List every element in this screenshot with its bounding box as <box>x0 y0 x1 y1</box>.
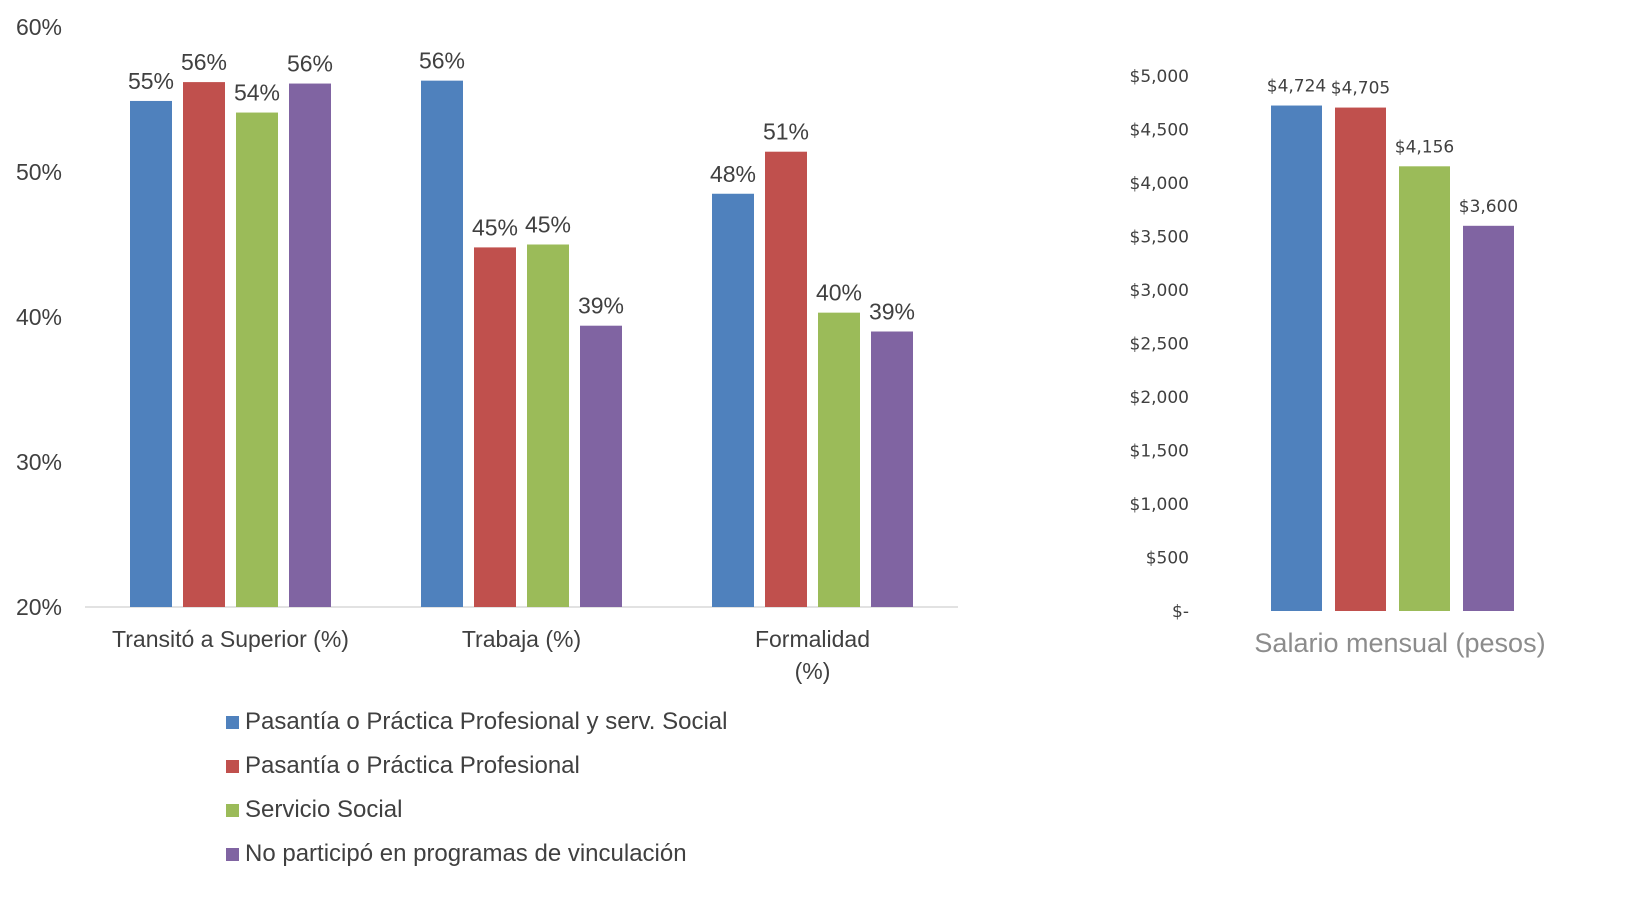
legend-item: Servicio Social <box>226 788 727 832</box>
bar <box>183 82 225 608</box>
y-tick-label: $500 <box>1146 549 1189 569</box>
y-tick-label: $2,000 <box>1130 388 1189 408</box>
x-tick-label: Transitó a Superior (%) <box>112 626 349 652</box>
y-tick-label: $3,500 <box>1130 228 1189 248</box>
data-label: 39% <box>578 293 624 319</box>
y-tick-label: 60% <box>16 14 62 40</box>
bar <box>765 151 807 607</box>
percent-bar-chart: 20% 30% 40% 50% 60% 55% 56% 54% 56% Transitó a Su… <box>16 14 958 684</box>
bar <box>236 112 278 608</box>
y-tick-label: 40% <box>16 304 62 330</box>
data-label: 45% <box>525 212 571 238</box>
data-label: 54% <box>234 80 280 106</box>
legend-label: No participó en programas de vinculación <box>245 840 687 867</box>
y-tick-label: $5,000 <box>1130 67 1189 87</box>
y-tick-label: $4,500 <box>1130 121 1189 141</box>
bar <box>130 100 172 607</box>
bar <box>1271 105 1322 612</box>
bar <box>421 80 463 607</box>
data-label: 48% <box>710 161 756 187</box>
salary-bar-chart: $- $500 $1,000 $1,500 $2,000 $2,500 $3,000 $3,5… <box>1130 67 1546 658</box>
y-tick-label: 50% <box>16 159 62 185</box>
y-tick-label: $3,000 <box>1130 281 1189 301</box>
legend-item: Pasantía o Práctica Profesional y serv. … <box>226 700 727 744</box>
y-tick-label: $1,500 <box>1130 442 1189 462</box>
bar <box>712 193 754 607</box>
y-tick-label: 30% <box>16 449 62 475</box>
bar <box>580 325 622 607</box>
y-tick-label: 20% <box>16 594 62 620</box>
legend-label: Pasantía o Práctica Profesional <box>245 752 580 779</box>
legend-item: No participó en programas de vinculación <box>226 832 727 876</box>
bar <box>1463 225 1514 612</box>
bar <box>474 247 516 607</box>
legend-swatch <box>226 847 239 861</box>
x-tick-label: Formalidad <box>755 626 870 652</box>
legend-swatch <box>226 759 239 773</box>
data-label: $4,705 <box>1331 79 1390 99</box>
data-label: 51% <box>763 119 809 145</box>
data-label: 56% <box>287 51 333 77</box>
bar <box>289 83 331 608</box>
data-label: 56% <box>419 48 465 74</box>
legend-swatch <box>226 715 239 729</box>
legend-label: Pasantía o Práctica Profesional y serv. … <box>245 708 728 735</box>
legend-label: Servicio Social <box>245 796 403 823</box>
x-tick-label: (%) <box>795 658 831 684</box>
y-tick-label: $1,000 <box>1130 495 1189 515</box>
data-label: 45% <box>472 214 518 240</box>
legend-item: Pasantía o Práctica Profesional <box>226 744 727 788</box>
data-label: 40% <box>816 280 862 306</box>
data-label: $4,724 <box>1267 77 1326 97</box>
data-label: $3,600 <box>1459 197 1518 217</box>
y-tick-label: $4,000 <box>1130 174 1189 194</box>
bar <box>1335 107 1386 611</box>
y-tick-label: $- <box>1172 602 1189 622</box>
bar <box>871 331 913 607</box>
bar <box>527 244 569 607</box>
y-tick-label: $2,500 <box>1130 335 1189 355</box>
legend-swatch <box>226 803 239 817</box>
x-axis-label: Salario mensual (pesos) <box>1254 628 1545 658</box>
data-label: 56% <box>181 49 227 75</box>
data-label: 55% <box>128 68 174 94</box>
bar <box>1399 166 1450 612</box>
x-tick-label: Trabaja (%) <box>462 626 581 652</box>
bar <box>818 312 860 607</box>
legend: Pasantía o Práctica Profesional y serv. … <box>226 700 727 876</box>
data-label: $4,156 <box>1395 137 1454 157</box>
data-label: 39% <box>869 299 915 325</box>
